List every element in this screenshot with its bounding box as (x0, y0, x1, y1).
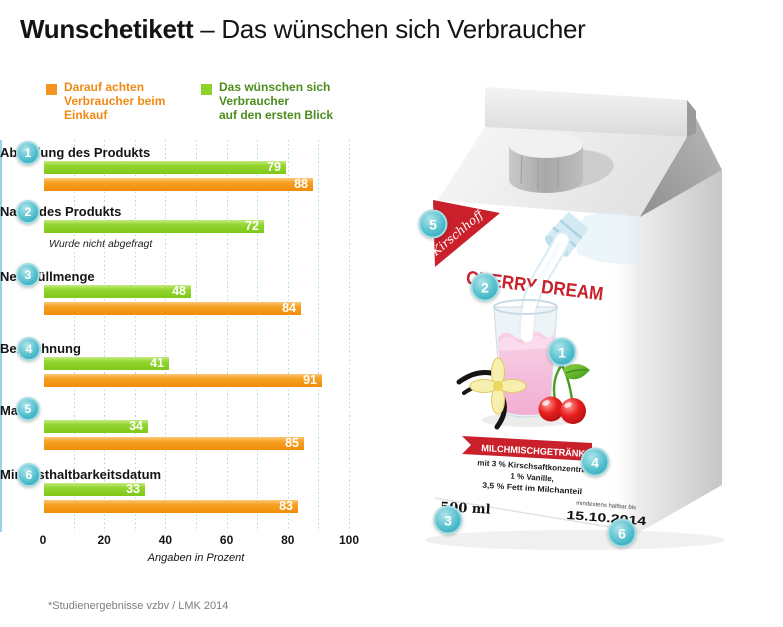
legend-line: Darauf achten (64, 80, 145, 94)
bar-orange: 91 (44, 373, 322, 387)
legend-line: Einkauf (64, 108, 108, 122)
bar-value: 79 (267, 160, 281, 174)
gridline (226, 140, 228, 532)
gridline (257, 140, 259, 532)
bar-value: 88 (294, 177, 308, 191)
bar-orange: 85 (44, 436, 304, 450)
legend-item-blick: Das wünschen sich Verbraucher auf den er… (201, 80, 333, 122)
x-axis-tick: 100 (338, 533, 360, 547)
vanilla-flower (456, 357, 527, 430)
marker-carton-5: 5 (418, 209, 448, 239)
legend-line: Verbraucher beim (64, 94, 166, 108)
bar-green: 33 (44, 482, 145, 496)
x-axis-tick: 0 (39, 533, 47, 547)
marker-chart-5: 5 (16, 397, 40, 421)
marker-chart-2: 2 (16, 200, 40, 224)
bar-green: 34 (44, 419, 148, 433)
legend-label-einkauf: Darauf achten Verbraucher beim Einkauf (64, 80, 165, 122)
marker-chart-1: 1 (16, 141, 40, 165)
source-footnote: *Studienergebnisse vzbv / LMK 2014 (48, 600, 229, 612)
category-banner-ribbon: MILCHMISCHGETRÄNK (462, 436, 592, 461)
gridline (318, 140, 320, 532)
marker-chart-4: 4 (17, 337, 41, 361)
bar-orange: 88 (44, 177, 313, 191)
bar-value: 83 (279, 499, 293, 513)
marker-carton-2: 2 (470, 272, 500, 302)
legend-item-einkauf: Darauf achten Verbraucher beim Einkauf (46, 80, 165, 122)
gridline (349, 140, 350, 532)
bar-green: 72 (44, 219, 264, 233)
carton-ground-shadow (425, 530, 725, 550)
page-title: Wunschetikett – Das wünschen sich Verbra… (20, 14, 586, 45)
marker-carton-4: 4 (580, 447, 610, 477)
x-axis-tick: 60 (219, 533, 234, 547)
bar-value: 84 (282, 301, 296, 315)
marker-chart-6: 6 (17, 463, 41, 487)
cap-icon (509, 132, 583, 193)
gridline (165, 140, 167, 532)
bar-value: 91 (303, 373, 317, 387)
x-axis-tick: 80 (281, 533, 295, 547)
milk-carton-illustration: Kirschhoff CHERRY DREAM (425, 87, 725, 550)
bar-value: 72 (245, 219, 259, 233)
best-before-label: mindestens haltbar bis (576, 501, 636, 512)
carton-gable-triangle (640, 100, 722, 217)
legend-swatch-orange (46, 84, 57, 95)
page-title-rest: – Das wünschen sich Verbraucher (193, 14, 586, 44)
marker-carton-3: 3 (433, 505, 463, 535)
not-surveyed-note: Wurde nicht abgefragt (49, 238, 153, 250)
bar-green: 41 (44, 356, 169, 370)
marker-carton-1: 1 (547, 337, 577, 367)
carton-fin-edge (687, 100, 696, 137)
glass-of-milk (482, 286, 574, 427)
gridline (73, 140, 75, 532)
gridline (287, 140, 289, 532)
gridline (134, 140, 136, 532)
carton-bottom-crease (434, 497, 641, 533)
carton-side-face (640, 170, 722, 532)
marker-carton-6: 6 (607, 518, 637, 548)
cherries (538, 359, 590, 424)
marker-chart-3: 3 (16, 263, 40, 287)
bar-value: 34 (129, 419, 143, 433)
x-axis-tick: 40 (158, 533, 173, 547)
x-axis-tick: 20 (97, 533, 111, 547)
carton-top-fin (485, 87, 687, 137)
bar-green: 79 (44, 160, 286, 174)
page-title-bold: Wunschetikett (20, 14, 194, 44)
gridline (196, 140, 197, 532)
bar-orange: 83 (44, 499, 298, 513)
ingredients-line: 1 % Vanille, (510, 472, 554, 484)
legend-line: Verbraucher (219, 94, 290, 108)
legend-label-blick: Das wünschen sich Verbraucher auf den er… (219, 80, 333, 122)
gridline (104, 140, 106, 532)
legend-line: Das wünschen sich (219, 80, 331, 94)
bar-green: 48 (44, 284, 191, 298)
bar-value: 85 (285, 436, 299, 450)
bar-value: 41 (150, 356, 164, 370)
category-label: Nettofüllmenge (0, 269, 95, 284)
bar-value: 33 (126, 482, 140, 496)
x-axis-label: Angaben in Prozent (147, 552, 245, 564)
y-axis-line (0, 140, 2, 532)
bar-value: 48 (172, 284, 186, 298)
bar-orange: 84 (44, 301, 301, 315)
legend-line: auf den ersten Blick (219, 108, 334, 122)
legend-swatch-green (201, 84, 212, 95)
